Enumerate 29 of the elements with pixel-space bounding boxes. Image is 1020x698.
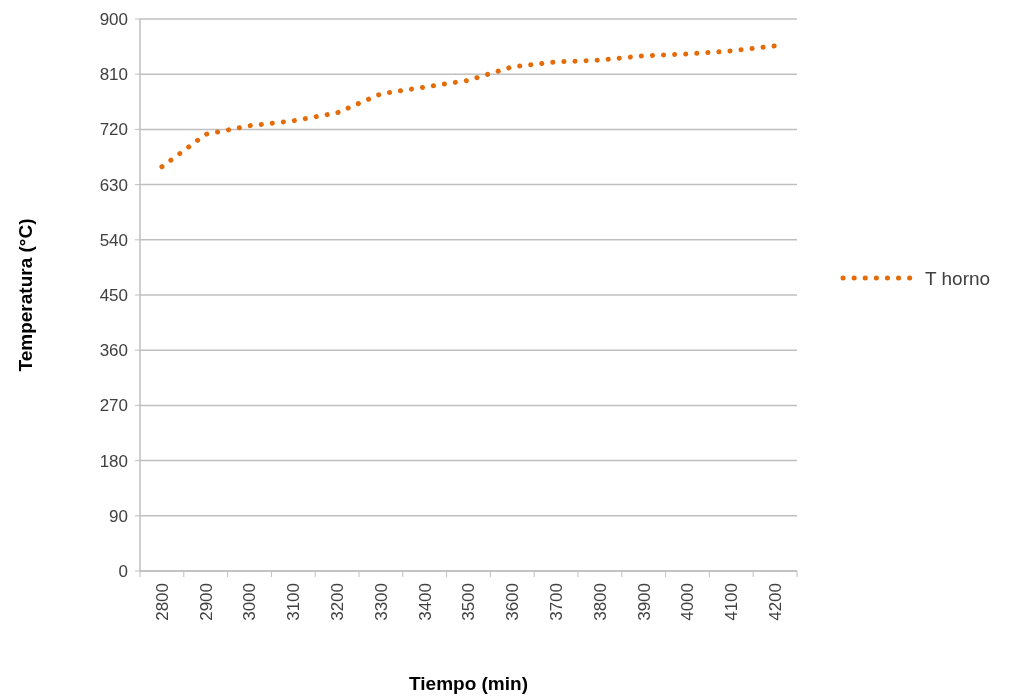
x-tick-label: 2800 xyxy=(152,583,172,621)
x-tick-label: 3000 xyxy=(240,583,260,621)
y-tick-label: 540 xyxy=(99,230,128,250)
y-tick-label: 900 xyxy=(99,9,128,29)
x-tick-label: 3100 xyxy=(284,583,304,621)
y-axis-title: Temperatura (°C) xyxy=(15,218,36,372)
y-tick-label: 0 xyxy=(118,561,128,581)
x-axis-title: Tiempo (min) xyxy=(409,673,528,694)
y-tick-label: 90 xyxy=(109,506,128,526)
y-tick-label: 450 xyxy=(99,285,128,305)
x-tick-label: 3800 xyxy=(590,583,610,621)
x-tick-label: 3900 xyxy=(634,583,654,621)
legend-label: T horno xyxy=(925,267,991,289)
y-tick-label: 270 xyxy=(99,396,128,416)
x-tick-label: 3200 xyxy=(328,583,348,621)
x-tick-label: 3400 xyxy=(415,583,435,621)
y-tick-label: 720 xyxy=(99,120,128,140)
y-tick-label: 360 xyxy=(99,341,128,361)
y-tick-label: 180 xyxy=(99,451,128,471)
x-tick-label: 3700 xyxy=(547,583,567,621)
x-tick-label: 4200 xyxy=(766,583,786,621)
x-tick-label: 4100 xyxy=(722,583,742,621)
x-tick-label: 3600 xyxy=(503,583,523,621)
x-tick-label: 3300 xyxy=(371,583,391,621)
y-tick-label: 810 xyxy=(99,65,128,85)
y-tick-label: 630 xyxy=(99,175,128,195)
x-tick-label: 3500 xyxy=(459,583,479,621)
x-tick-label: 4000 xyxy=(678,583,698,621)
x-tick-label: 2900 xyxy=(196,583,216,621)
